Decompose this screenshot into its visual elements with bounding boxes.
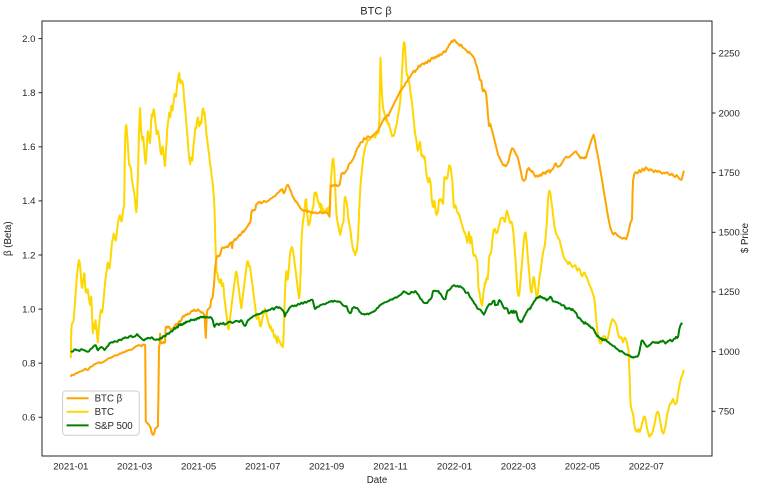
svg-text:2021-11: 2021-11 <box>373 461 408 472</box>
svg-text:2022-07: 2022-07 <box>629 461 664 472</box>
svg-text:2250: 2250 <box>719 49 740 60</box>
svg-text:2022-01: 2022-01 <box>437 461 472 472</box>
svg-text:BTC β: BTC β <box>360 6 391 18</box>
svg-text:2000: 2000 <box>719 108 740 119</box>
svg-text:2021-01: 2021-01 <box>53 461 88 472</box>
svg-text:2021-09: 2021-09 <box>309 461 344 472</box>
svg-text:1.8: 1.8 <box>22 88 35 99</box>
svg-text:750: 750 <box>719 407 735 418</box>
svg-text:BTC: BTC <box>95 407 114 418</box>
svg-text:2021-05: 2021-05 <box>181 461 216 472</box>
svg-text:$ Price: $ Price <box>740 223 751 253</box>
svg-text:2022-03: 2022-03 <box>501 461 536 472</box>
svg-text:1.4: 1.4 <box>22 196 36 207</box>
svg-text:2.0: 2.0 <box>22 34 35 45</box>
svg-text:2021-03: 2021-03 <box>117 461 152 472</box>
svg-text:1250: 1250 <box>719 287 740 298</box>
svg-text:1.6: 1.6 <box>22 142 35 153</box>
svg-text:0.8: 0.8 <box>22 359 35 370</box>
svg-text:1750: 1750 <box>719 168 740 179</box>
svg-text:Date: Date <box>367 475 387 486</box>
svg-text:β (Beta): β (Beta) <box>3 221 14 256</box>
svg-text:2022-05: 2022-05 <box>565 461 600 472</box>
svg-text:1000: 1000 <box>719 347 740 358</box>
svg-text:1.0: 1.0 <box>22 304 35 315</box>
svg-text:1500: 1500 <box>719 228 740 239</box>
svg-text:BTC β: BTC β <box>95 394 123 405</box>
svg-text:S&P 500: S&P 500 <box>95 421 134 432</box>
svg-text:2021-07: 2021-07 <box>245 461 280 472</box>
svg-text:0.6: 0.6 <box>22 413 35 424</box>
svg-text:1.2: 1.2 <box>22 250 35 261</box>
